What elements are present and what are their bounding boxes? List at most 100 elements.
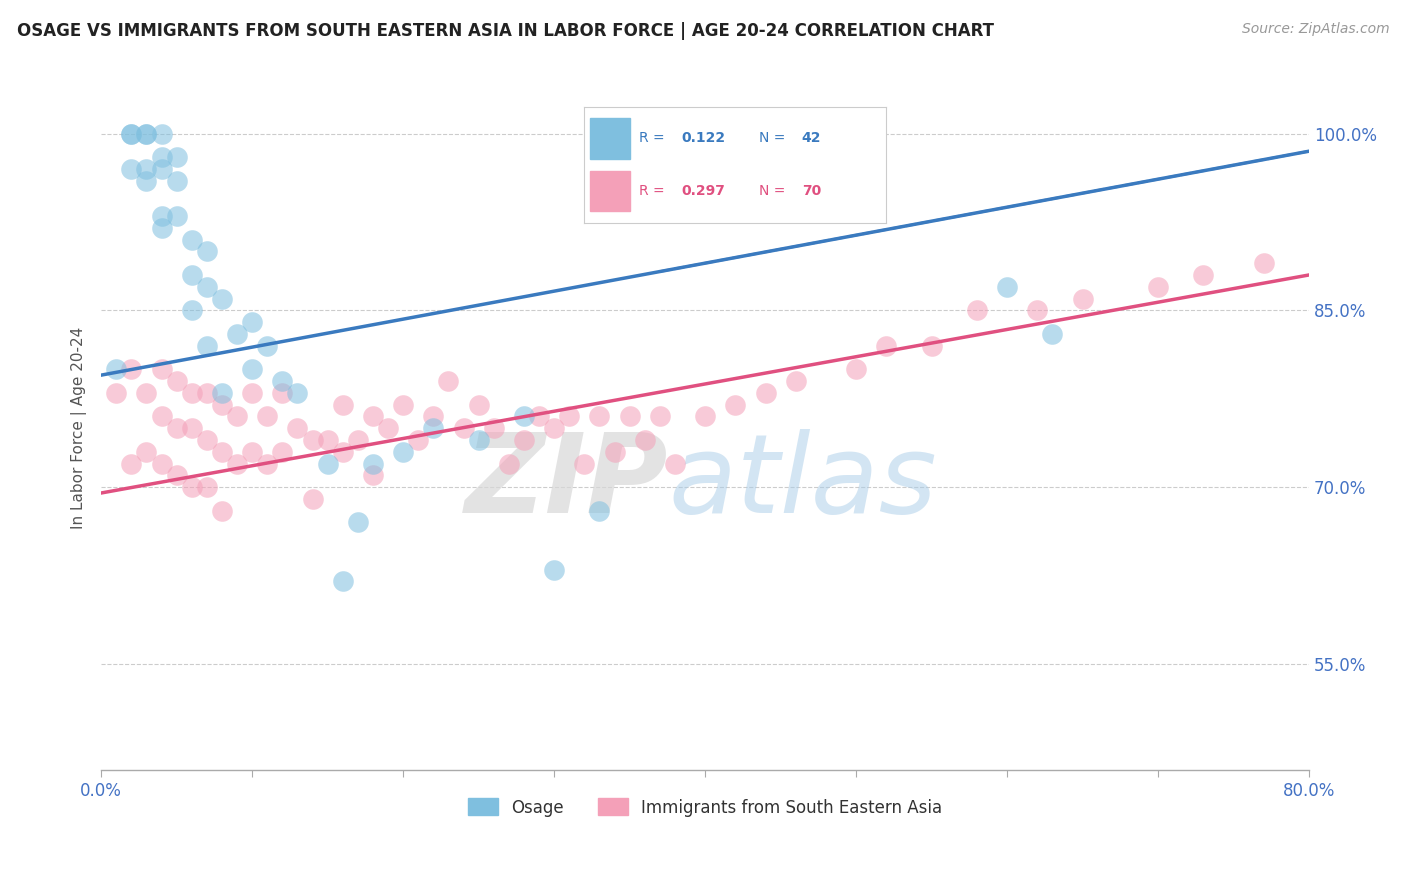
Point — [346, 516, 368, 530]
Point — [995, 279, 1018, 293]
Point — [180, 421, 202, 435]
Point — [211, 385, 233, 400]
Point — [921, 339, 943, 353]
Point — [271, 385, 294, 400]
Point — [377, 421, 399, 435]
Point — [135, 161, 157, 176]
Point — [120, 127, 142, 141]
Y-axis label: In Labor Force | Age 20-24: In Labor Force | Age 20-24 — [72, 327, 87, 529]
Point — [875, 339, 897, 353]
Point — [150, 220, 173, 235]
Point — [332, 398, 354, 412]
Point — [166, 468, 188, 483]
Point — [180, 233, 202, 247]
Point — [603, 444, 626, 458]
Point — [845, 362, 868, 376]
Point — [634, 433, 657, 447]
Point — [256, 457, 278, 471]
Point — [287, 421, 309, 435]
Point — [1147, 279, 1170, 293]
Point — [287, 385, 309, 400]
Point — [1026, 303, 1049, 318]
Point — [558, 409, 581, 424]
Point — [482, 421, 505, 435]
Point — [135, 127, 157, 141]
Point — [648, 409, 671, 424]
Point — [588, 409, 610, 424]
Point — [211, 398, 233, 412]
Point — [240, 444, 263, 458]
Point — [453, 421, 475, 435]
Point — [467, 398, 489, 412]
Point — [1192, 268, 1215, 282]
Point — [1071, 292, 1094, 306]
Point — [150, 409, 173, 424]
Text: OSAGE VS IMMIGRANTS FROM SOUTH EASTERN ASIA IN LABOR FORCE | AGE 20-24 CORRELATI: OSAGE VS IMMIGRANTS FROM SOUTH EASTERN A… — [17, 22, 994, 40]
Point — [226, 409, 249, 424]
Point — [316, 433, 339, 447]
Point — [527, 409, 550, 424]
Point — [664, 457, 686, 471]
Point — [166, 150, 188, 164]
Point — [195, 279, 218, 293]
Point — [135, 385, 157, 400]
Point — [135, 174, 157, 188]
Point — [240, 362, 263, 376]
Point — [361, 457, 384, 471]
Point — [150, 127, 173, 141]
Point — [785, 374, 807, 388]
Point — [195, 480, 218, 494]
Point — [166, 209, 188, 223]
Point — [150, 457, 173, 471]
Point — [211, 504, 233, 518]
Point — [361, 409, 384, 424]
Point — [256, 409, 278, 424]
Point — [120, 362, 142, 376]
Point — [316, 457, 339, 471]
Point — [422, 409, 444, 424]
Point — [180, 385, 202, 400]
Point — [332, 574, 354, 589]
Point — [180, 268, 202, 282]
Point — [271, 444, 294, 458]
Point — [513, 433, 536, 447]
Point — [346, 433, 368, 447]
Point — [226, 457, 249, 471]
Point — [693, 409, 716, 424]
Point — [120, 457, 142, 471]
Point — [150, 362, 173, 376]
Point — [1253, 256, 1275, 270]
Point — [966, 303, 988, 318]
Point — [543, 563, 565, 577]
Point — [180, 480, 202, 494]
Point — [1040, 326, 1063, 341]
Point — [574, 457, 596, 471]
Point — [150, 209, 173, 223]
Point — [135, 444, 157, 458]
Point — [437, 374, 460, 388]
Text: ZIP: ZIP — [465, 429, 669, 536]
Point — [195, 433, 218, 447]
Point — [195, 339, 218, 353]
Point — [195, 244, 218, 259]
Point — [392, 398, 415, 412]
Point — [240, 385, 263, 400]
Point — [754, 385, 776, 400]
Point — [422, 421, 444, 435]
Point — [543, 421, 565, 435]
Point — [150, 150, 173, 164]
Point — [724, 398, 747, 412]
Point — [166, 374, 188, 388]
Text: atlas: atlas — [669, 429, 938, 536]
Point — [406, 433, 429, 447]
Text: Source: ZipAtlas.com: Source: ZipAtlas.com — [1241, 22, 1389, 37]
Point — [195, 385, 218, 400]
Point — [301, 433, 323, 447]
Point — [150, 161, 173, 176]
Point — [166, 174, 188, 188]
Point — [498, 457, 520, 471]
Point — [619, 409, 641, 424]
Point — [120, 127, 142, 141]
Point — [332, 444, 354, 458]
Point — [105, 385, 128, 400]
